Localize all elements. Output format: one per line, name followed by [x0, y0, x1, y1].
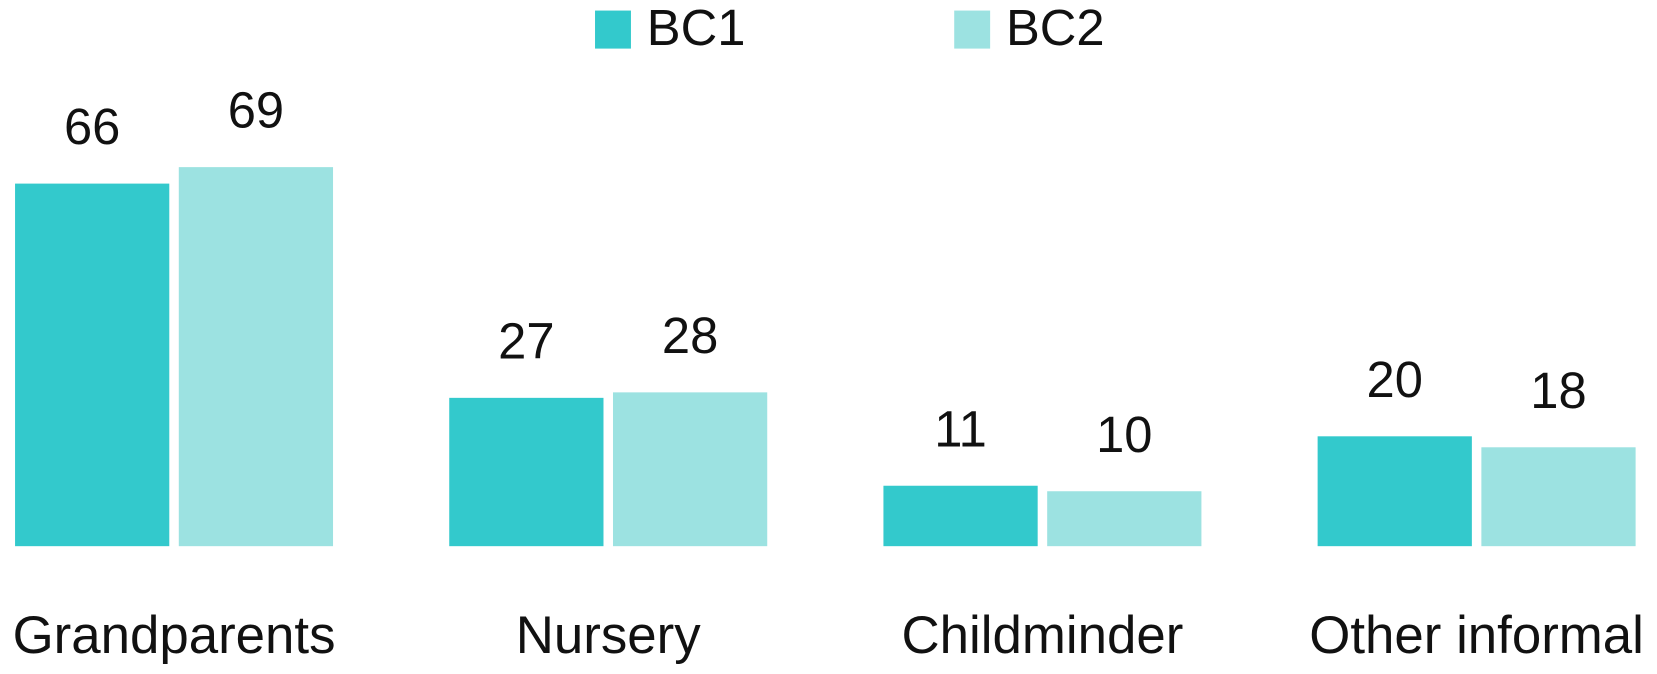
bar [612, 392, 768, 547]
bar [1047, 491, 1202, 547]
value-label: 27 [498, 312, 554, 369]
legend-swatch [954, 10, 991, 49]
bar [178, 167, 334, 547]
value-label: 10 [1096, 406, 1152, 463]
value-label: 69 [228, 82, 284, 139]
x-tick-label: Nursery [516, 606, 701, 665]
legend-label: BC2 [1006, 0, 1105, 56]
legend-swatch [595, 10, 631, 49]
value-label: 28 [662, 307, 718, 364]
value-label: 18 [1530, 362, 1586, 419]
x-tick-label: Childminder [902, 606, 1184, 665]
bar [1481, 447, 1636, 547]
value-label: 11 [934, 400, 987, 457]
bar [1317, 436, 1472, 547]
bar [449, 397, 604, 547]
value-label: 20 [1367, 351, 1423, 408]
bar [15, 183, 170, 547]
x-tick-label: Grandparents [13, 606, 336, 665]
bar [883, 485, 1038, 547]
legend-label: BC1 [647, 0, 746, 56]
value-label: 66 [64, 98, 120, 155]
x-tick-label: Other informal [1309, 606, 1644, 665]
